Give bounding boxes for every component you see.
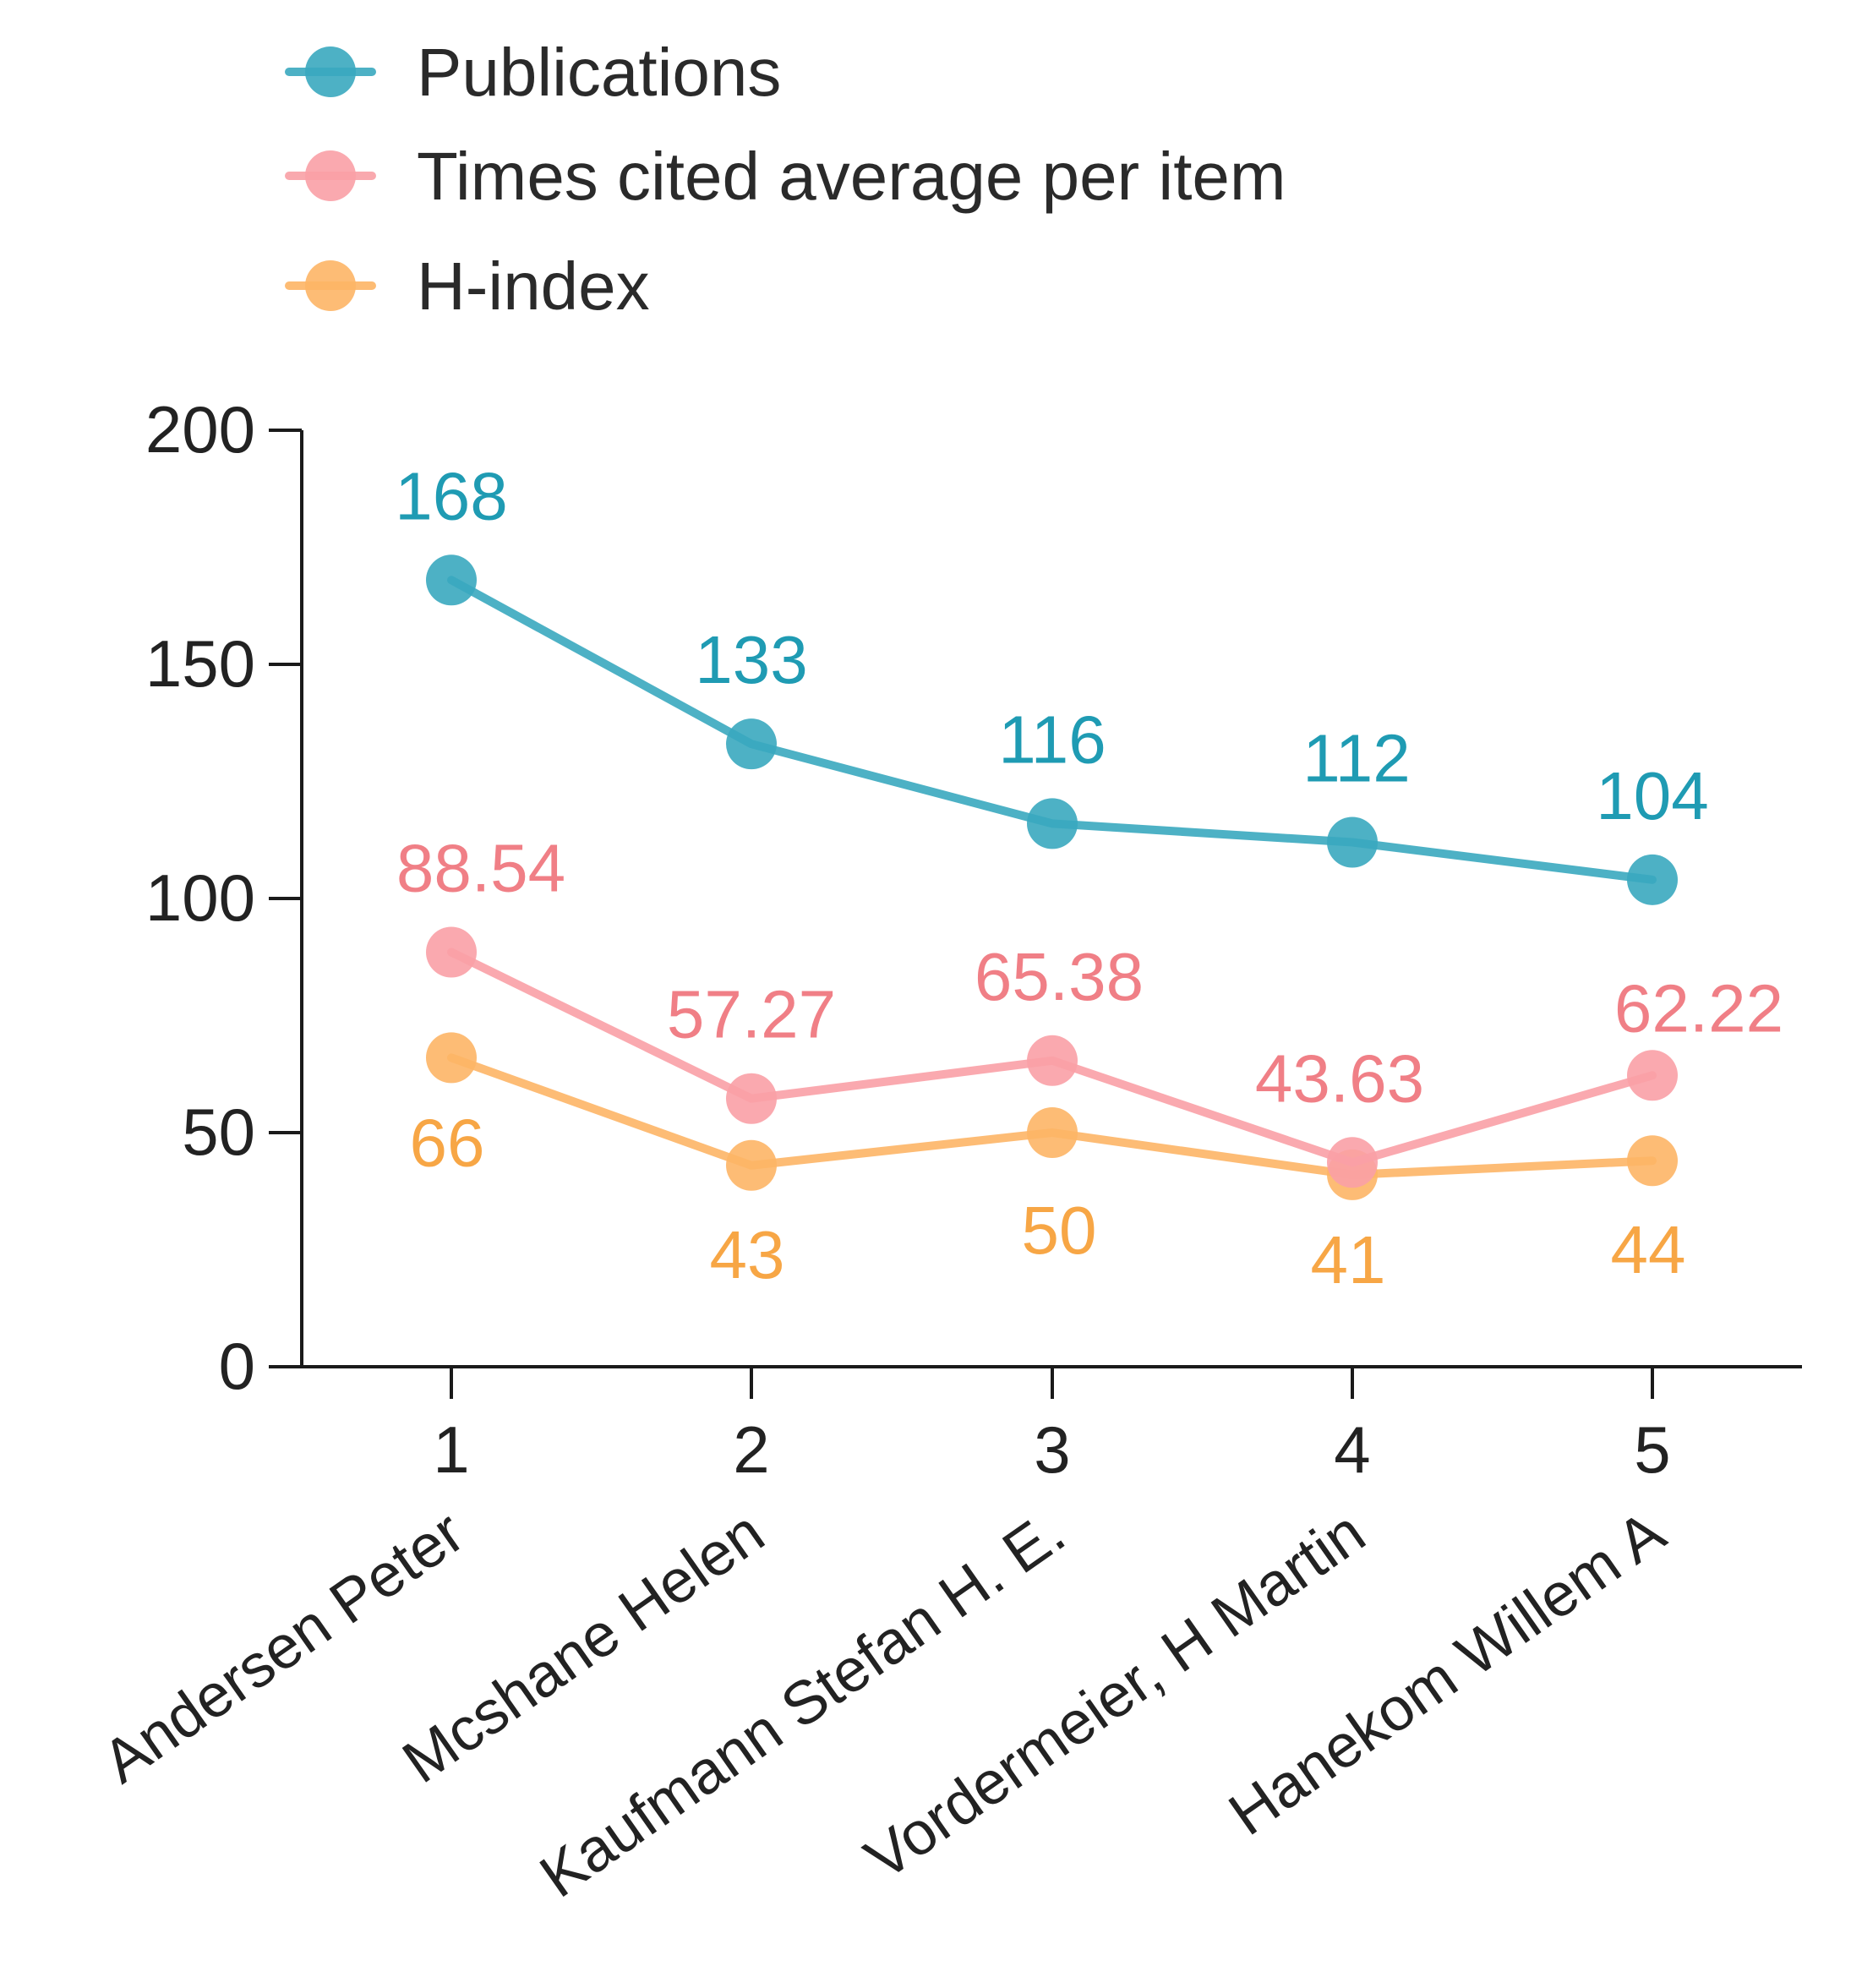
data-label: 66 <box>410 1105 485 1180</box>
data-point <box>726 1139 777 1191</box>
x-tick-label: 4 <box>1334 1412 1370 1487</box>
data-label: 104 <box>1596 758 1708 833</box>
data-label: 112 <box>1302 721 1411 796</box>
y-tick-label: 0 <box>219 1329 255 1403</box>
data-point <box>1027 1035 1078 1086</box>
legend-marker-0 <box>305 46 356 97</box>
chart-series <box>426 554 1678 1200</box>
data-point <box>1627 854 1678 905</box>
data-point <box>1027 1107 1078 1158</box>
data-label: 133 <box>695 622 807 697</box>
data-point <box>726 1073 777 1124</box>
legend-label-1: Times cited average per item <box>417 139 1286 214</box>
x-tick-label: 5 <box>1634 1412 1670 1487</box>
data-label: 50 <box>1022 1193 1097 1268</box>
data-label: 116 <box>998 702 1106 777</box>
data-point <box>1627 1135 1678 1187</box>
legend-label-2: H-index <box>417 248 650 324</box>
data-label: 65.38 <box>975 939 1144 1014</box>
data-label: 44 <box>1611 1212 1686 1287</box>
data-point <box>726 718 777 770</box>
chart-legend: Publications Times cited average per item… <box>285 35 1286 324</box>
data-label: 57.27 <box>667 977 836 1052</box>
y-tick-label: 200 <box>145 392 255 467</box>
category-label: Kaufmann Stefan H. E. <box>528 1499 1077 1911</box>
category-label: Vordermeier, H Martin <box>854 1499 1377 1893</box>
data-point <box>426 926 477 978</box>
legend-marker-1 <box>305 150 356 201</box>
data-point <box>1327 816 1378 868</box>
data-label: 41 <box>1311 1222 1386 1297</box>
data-label: 43.63 <box>1255 1040 1424 1116</box>
legend-marker-2 <box>305 260 356 311</box>
data-point <box>1327 1137 1378 1188</box>
x-tick-label: 2 <box>733 1412 769 1487</box>
data-point <box>426 1032 477 1084</box>
chart-data-labels: 168 133 116 112 104 88.54 57.27 65.38 43.63 62.22… <box>395 458 1783 1297</box>
data-label: 168 <box>395 458 507 533</box>
y-tick-label: 100 <box>145 860 255 935</box>
x-tick-label: 1 <box>433 1412 469 1487</box>
chart-axes: 0 50 100 150 200 1 2 3 4 5 <box>145 392 1802 1487</box>
data-label: 62.22 <box>1614 970 1783 1046</box>
y-tick-label: 50 <box>182 1095 255 1169</box>
legend-label-0: Publications <box>417 35 781 110</box>
data-point <box>426 554 477 606</box>
x-tick-label: 3 <box>1034 1412 1070 1487</box>
data-label: 88.54 <box>396 830 565 905</box>
y-tick-label: 150 <box>145 626 255 701</box>
data-point <box>1027 798 1078 849</box>
data-label: 43 <box>710 1217 785 1292</box>
data-point <box>1627 1050 1678 1101</box>
